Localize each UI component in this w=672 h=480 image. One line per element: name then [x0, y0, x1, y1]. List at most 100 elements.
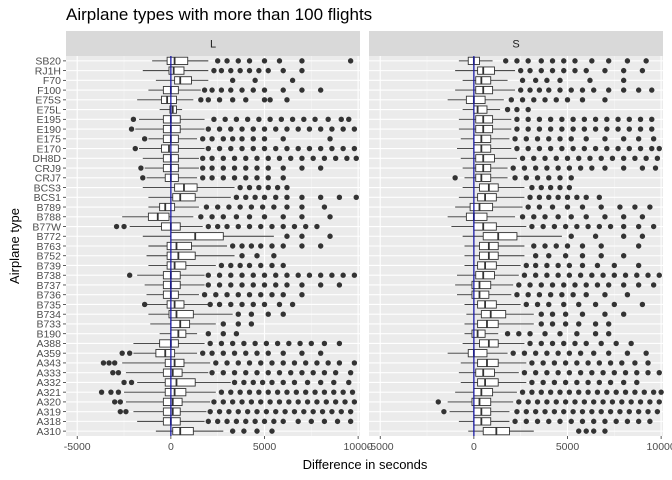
outlier-point: [549, 67, 556, 74]
box-iqr: [477, 358, 499, 368]
outlier-point: [579, 253, 586, 259]
outlier-point: [532, 77, 539, 84]
outlier-point: [538, 311, 544, 317]
y-tick-label: B737: [36, 280, 61, 292]
outlier-point: [510, 350, 516, 356]
outlier-point: [235, 292, 241, 298]
outlier-point: [602, 214, 608, 220]
outlier-point: [620, 155, 627, 162]
box-b739: [148, 261, 286, 270]
outlier-point: [299, 87, 305, 93]
outlier-point: [572, 399, 578, 405]
outlier-point: [572, 340, 578, 347]
outlier-point: [534, 175, 541, 181]
outlier-point: [598, 155, 604, 162]
outlier-point: [299, 282, 305, 288]
outlier-point: [557, 330, 563, 337]
outlier-point: [542, 243, 548, 249]
box-a310: [155, 427, 275, 436]
outlier-point: [514, 58, 520, 64]
outlier-point: [555, 272, 561, 278]
outlier-point: [353, 155, 359, 162]
outlier-point: [216, 301, 223, 308]
box-iqr: [465, 212, 488, 221]
outlier-point: [581, 145, 588, 152]
outlier-point: [119, 350, 125, 356]
facet-strip-label: L: [210, 39, 216, 51]
outlier-point: [205, 126, 212, 132]
outlier-point: [246, 360, 253, 366]
outlier-point: [229, 399, 236, 405]
outlier-point: [252, 340, 258, 347]
outlier-point: [647, 399, 653, 405]
outlier-point: [222, 116, 228, 123]
outlier-point: [340, 126, 346, 132]
outlier-point: [620, 233, 627, 239]
outlier-point: [273, 408, 279, 415]
outlier-point: [229, 136, 236, 142]
outlier-point: [546, 136, 552, 142]
box-a319: [117, 407, 354, 416]
outlier-point: [347, 369, 354, 376]
outlier-point: [261, 97, 268, 103]
outlier-point: [299, 194, 305, 200]
box-a332: [460, 378, 640, 387]
outlier-point: [256, 116, 262, 123]
outlier-point: [261, 136, 268, 142]
y-tick-label: B735: [36, 299, 61, 311]
outlier-point: [592, 301, 599, 308]
outlier-point: [284, 194, 290, 200]
box-bcs3: [142, 183, 290, 192]
y-tick-label: F70: [43, 75, 61, 87]
outlier-point: [624, 292, 631, 298]
outlier-point: [536, 87, 543, 93]
y-tick-label: E75L: [36, 104, 61, 116]
outlier-point: [280, 223, 286, 230]
outlier-point: [557, 418, 563, 425]
outlier-point: [254, 175, 260, 181]
outlier-point: [598, 204, 604, 210]
box-iqr: [147, 212, 170, 221]
outlier-point: [274, 184, 281, 191]
outlier-point: [592, 330, 599, 337]
outlier-point: [566, 389, 573, 395]
outlier-point: [338, 408, 344, 415]
outlier-point: [596, 379, 603, 386]
outlier-point: [308, 418, 315, 425]
outlier-point: [570, 145, 576, 152]
outlier-point: [265, 175, 271, 181]
outlier-point: [317, 379, 324, 386]
outlier-point: [566, 165, 573, 171]
outlier-point: [544, 77, 550, 84]
outlier-point: [207, 340, 213, 347]
outlier-point: [538, 321, 544, 327]
box-iqr: [473, 388, 494, 397]
outlier-point: [289, 77, 296, 84]
box-b788: [122, 212, 333, 221]
y-tick-label: B788: [36, 212, 61, 224]
outlier-point: [523, 301, 529, 308]
box-crj9: [462, 163, 659, 173]
outlier-point: [209, 136, 215, 142]
outlier-point: [284, 145, 290, 152]
box-iqr: [475, 85, 494, 95]
outlier-point: [205, 223, 212, 230]
outlier-point: [512, 136, 518, 142]
outlier-point: [220, 155, 226, 162]
outlier-point: [271, 253, 277, 259]
outlier-point: [639, 301, 646, 308]
outlier-point: [218, 340, 225, 347]
outlier-point: [241, 428, 247, 434]
outlier-point: [274, 340, 281, 347]
outlier-point: [220, 214, 226, 220]
outlier-point: [553, 399, 559, 405]
outlier-point: [344, 155, 350, 162]
outlier-point: [229, 340, 236, 347]
outlier-point: [574, 360, 580, 366]
outlier-point: [218, 262, 225, 269]
outlier-point: [325, 116, 331, 123]
outlier-point: [239, 136, 245, 142]
outlier-point: [538, 184, 544, 191]
outlier-point: [280, 311, 286, 317]
outlier-point: [280, 292, 286, 298]
